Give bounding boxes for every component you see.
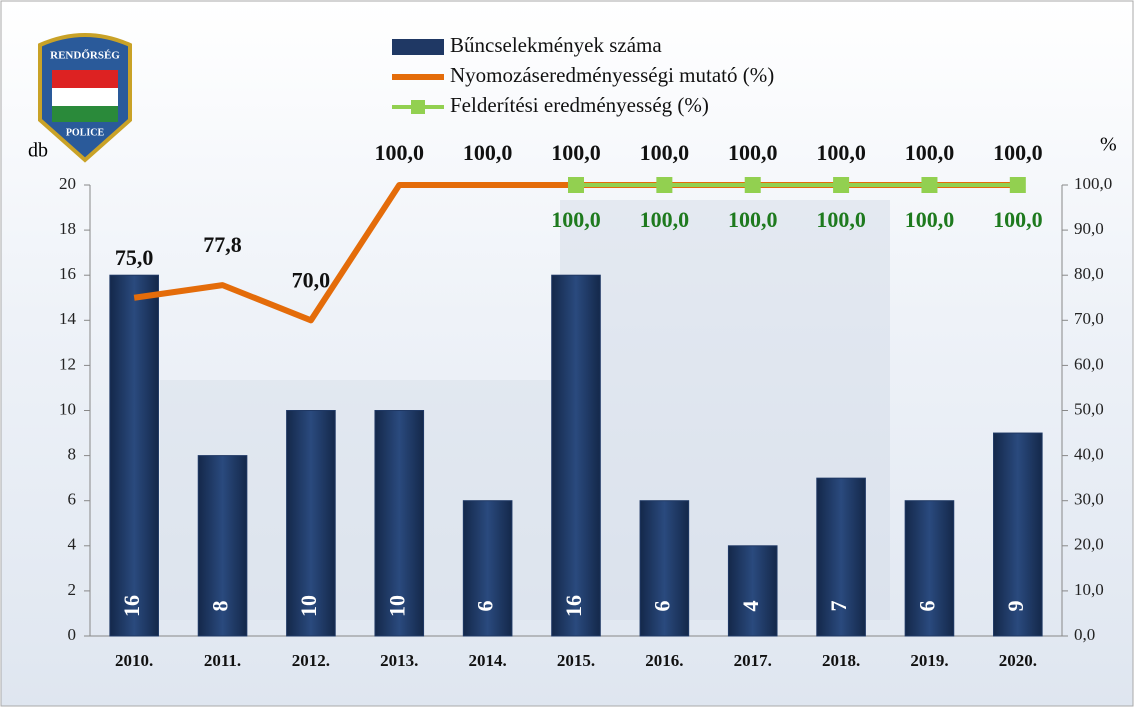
data-label: 100,0 xyxy=(728,140,778,165)
logo-text: POLICE xyxy=(66,127,105,138)
x-tick-label: 2016. xyxy=(645,651,683,670)
y-tick-label: 10 xyxy=(59,399,76,418)
data-label: 100,0 xyxy=(640,207,690,232)
bar-value-label: 16 xyxy=(561,595,586,617)
x-tick-label: 2010. xyxy=(115,651,153,670)
y2-tick-label: 70,0 xyxy=(1074,309,1104,328)
bar-value-label: 10 xyxy=(296,595,321,617)
data-label: 75,0 xyxy=(115,245,154,270)
bar-value-label: 16 xyxy=(119,595,144,617)
x-tick-label: 2011. xyxy=(204,651,241,670)
marker xyxy=(1009,177,1026,193)
y2-tick-label: 90,0 xyxy=(1074,219,1104,238)
legend-label: Nyomozáseredményességi mutató (%) xyxy=(450,63,774,87)
y-tick-label: 0 xyxy=(68,625,77,644)
data-label: 100,0 xyxy=(993,140,1043,165)
data-label: 100,0 xyxy=(993,207,1043,232)
y-tick-label: 2 xyxy=(68,580,77,599)
y2-tick-label: 50,0 xyxy=(1074,399,1104,418)
y-tick-label: 16 xyxy=(59,264,76,283)
bar xyxy=(462,500,513,637)
y-tick-label: 6 xyxy=(68,490,77,509)
data-label: 100,0 xyxy=(728,207,778,232)
bar-value-label: 6 xyxy=(649,601,674,612)
y2-tick-label: 0,0 xyxy=(1074,625,1095,644)
bar-value-label: 6 xyxy=(915,601,940,612)
bar xyxy=(904,500,955,637)
bar xyxy=(551,274,601,637)
legend-swatch xyxy=(392,39,444,55)
bar xyxy=(109,274,159,637)
legend-marker xyxy=(411,100,425,114)
logo-text: RENDŐRSÉG xyxy=(50,50,120,62)
bar-value-label: 4 xyxy=(738,601,763,612)
y2-tick-label: 10,0 xyxy=(1074,580,1104,599)
x-tick-label: 2018. xyxy=(822,651,860,670)
y2-axis-label: % xyxy=(1100,134,1117,156)
data-label: 100,0 xyxy=(816,207,866,232)
x-tick-label: 2020. xyxy=(999,651,1037,670)
data-label: 100,0 xyxy=(375,140,425,165)
y-tick-label: 8 xyxy=(68,445,77,464)
logo: RENDŐRSÉG POLICE xyxy=(38,33,132,163)
bar xyxy=(727,545,778,637)
data-label: 70,0 xyxy=(292,267,331,292)
bar-value-label: 7 xyxy=(826,601,851,612)
logo-stripe xyxy=(52,70,118,88)
marker xyxy=(921,177,938,193)
data-label: 100,0 xyxy=(551,140,601,165)
x-tick-label: 2019. xyxy=(910,651,948,670)
logo-stripe xyxy=(52,88,118,106)
logo-stripe xyxy=(52,106,118,122)
data-label: 100,0 xyxy=(905,207,955,232)
y-tick-label: 14 xyxy=(59,309,77,328)
bar xyxy=(286,410,336,637)
data-label: 77,8 xyxy=(203,232,242,257)
marker xyxy=(744,177,761,193)
data-label: 100,0 xyxy=(463,140,513,165)
y2-tick-label: 80,0 xyxy=(1074,264,1104,283)
marker xyxy=(568,177,584,193)
bar xyxy=(816,477,866,637)
data-label: 100,0 xyxy=(551,207,601,232)
x-tick-label: 2017. xyxy=(734,651,772,670)
x-tick-label: 2013. xyxy=(380,651,418,670)
y-tick-label: 4 xyxy=(68,535,77,554)
legend-label: Felderítési eredményesség (%) xyxy=(450,93,709,117)
bar-value-label: 8 xyxy=(208,601,233,612)
y-tick-label: 18 xyxy=(59,219,76,238)
marker xyxy=(833,177,850,193)
bar xyxy=(993,432,1043,637)
y2-tick-label: 60,0 xyxy=(1074,354,1104,373)
data-label: 100,0 xyxy=(816,140,866,165)
y2-tick-label: 100,0 xyxy=(1074,174,1112,193)
x-tick-label: 2012. xyxy=(292,651,330,670)
x-tick-label: 2015. xyxy=(557,651,595,670)
y-tick-label: 20 xyxy=(59,174,76,193)
legend-label: Bűncselekmények száma xyxy=(450,33,662,57)
bar-value-label: 6 xyxy=(473,601,498,612)
y2-tick-label: 20,0 xyxy=(1074,535,1104,554)
bar-value-label: 9 xyxy=(1003,600,1028,611)
data-label: 100,0 xyxy=(640,140,690,165)
y2-tick-label: 30,0 xyxy=(1074,490,1104,509)
y2-tick-label: 40,0 xyxy=(1074,445,1104,464)
marker xyxy=(656,177,673,193)
bar xyxy=(639,500,690,637)
y-axis-label: db xyxy=(28,140,48,162)
bar xyxy=(197,455,248,637)
y-tick-label: 12 xyxy=(59,354,76,373)
bar-value-label: 10 xyxy=(384,595,409,617)
bar xyxy=(374,410,425,637)
data-label: 100,0 xyxy=(905,140,955,165)
x-tick-label: 2014. xyxy=(469,651,507,670)
